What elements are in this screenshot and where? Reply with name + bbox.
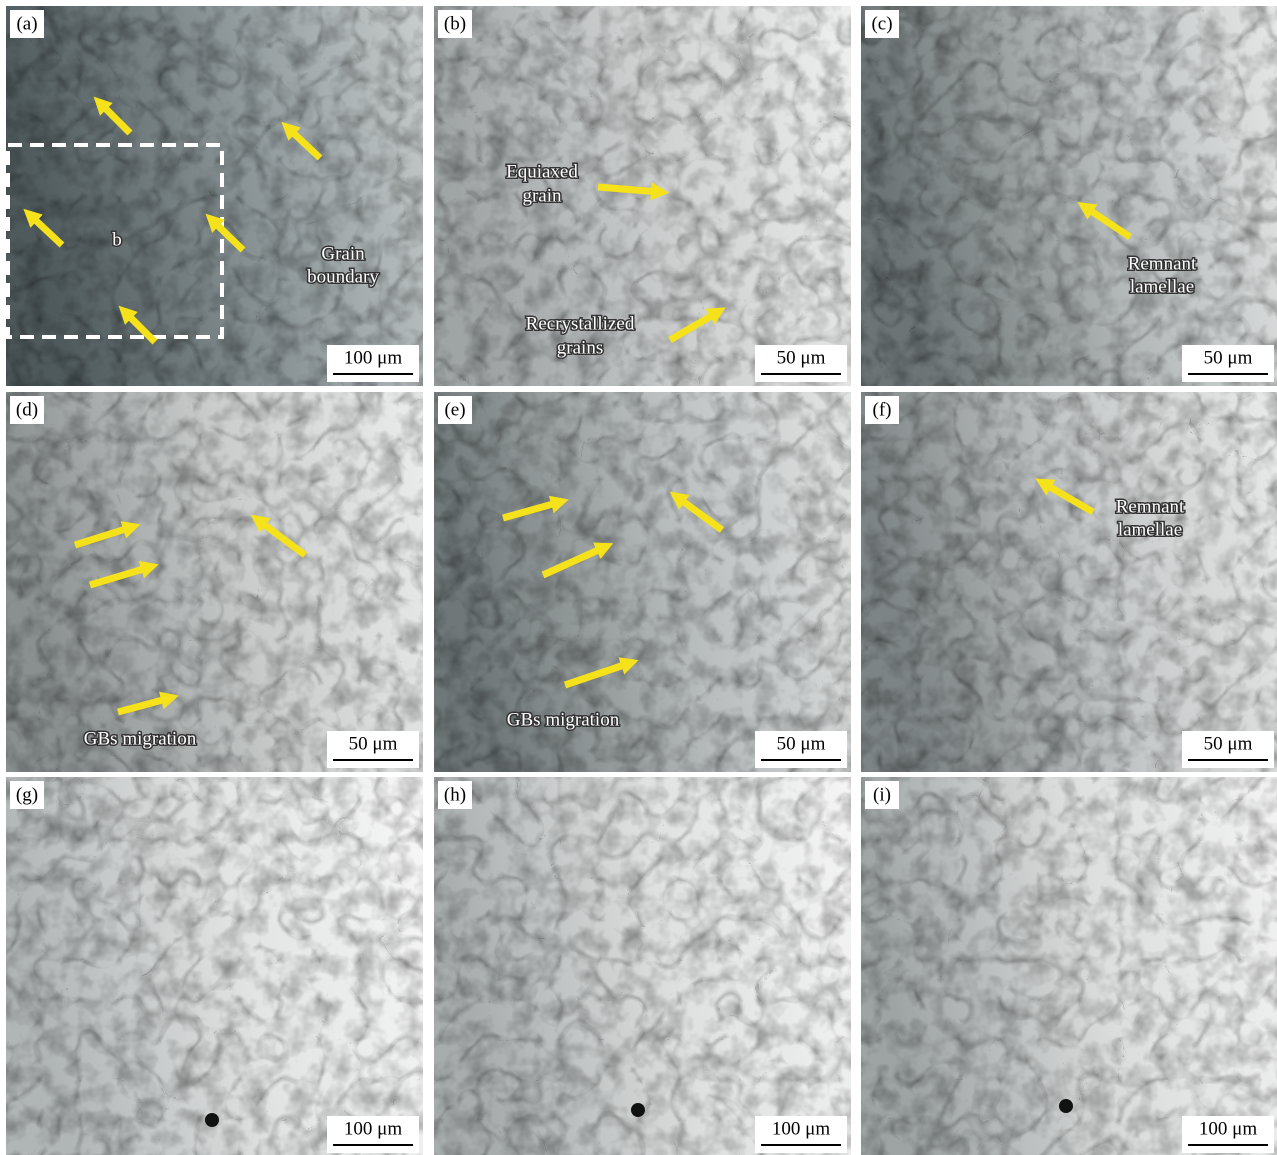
micrograph-grain-network: [861, 6, 1277, 386]
panel-label: (i): [873, 784, 891, 805]
panel-label: (h): [444, 784, 466, 805]
annotation: lamellae: [1118, 519, 1182, 540]
annotation: grain: [522, 185, 562, 206]
micrograph-panel: (g) 100 μm: [6, 777, 423, 1155]
annotation: b: [112, 229, 122, 250]
micrograph-panel: (h) 100 μm: [434, 777, 851, 1155]
panel-label: (c): [871, 13, 892, 34]
arrow: [598, 187, 660, 192]
scale-bar-label: 50 μm: [777, 347, 826, 368]
panel-label: (d): [16, 399, 38, 420]
annotation: Remnant: [1116, 496, 1185, 517]
scale-bar-label: 100 μm: [1199, 1118, 1257, 1139]
panel-label: (f): [873, 399, 892, 420]
pore: [1059, 1099, 1073, 1113]
scale-bar-label: 50 μm: [1204, 347, 1253, 368]
figure: b Grainboundary (a) 100 μm Equiaxed grain Recr…: [0, 0, 1277, 1155]
annotation: boundary: [307, 266, 379, 287]
panel-label: (e): [444, 399, 465, 420]
scale-bar-label: 50 μm: [777, 733, 826, 754]
annotation: GBs migration: [84, 728, 197, 749]
scale-bar-label: 50 μm: [1204, 733, 1253, 754]
micrograph-grain-network: [434, 777, 851, 1155]
annotation: Recrystallized: [526, 313, 635, 334]
panel-label: (g): [16, 784, 38, 805]
micrograph-grain-network: [6, 777, 423, 1155]
scale-bar-label: 100 μm: [344, 347, 402, 368]
micrograph-grain-network: [861, 392, 1277, 772]
micrograph-panel: GBs migration (e) 50 μm: [434, 392, 851, 772]
panel-label: (a): [16, 13, 37, 34]
micrograph-grain-network: [6, 392, 423, 772]
scale-bar-label: 50 μm: [349, 733, 398, 754]
micrograph-grain-network: [434, 6, 851, 386]
scale-bar-label: 100 μm: [772, 1118, 830, 1139]
pore: [631, 1103, 645, 1117]
micrograph-grain-network: [434, 392, 851, 772]
annotation: grains: [557, 337, 603, 358]
pore: [205, 1113, 219, 1127]
micrograph-panel: Equiaxed grain Recrystallized grains (b) 50 μ…: [434, 6, 851, 386]
micrograph-panel: (i) 100 μm: [861, 777, 1277, 1155]
annotation: GBs migration: [507, 709, 620, 730]
micrograph-grain-network: [6, 6, 423, 386]
page: b Grainboundary (a) 100 μm Equiaxed grain Recr…: [0, 0, 1277, 1155]
scale-bar-label: 100 μm: [344, 1118, 402, 1139]
annotation: Equiaxed: [506, 161, 578, 182]
panel-label: (b): [444, 13, 466, 34]
micrograph-grain-network: [861, 777, 1277, 1155]
annotation: lamellae: [1130, 276, 1194, 297]
annotation: Grain: [321, 243, 365, 264]
annotation: Remnant: [1128, 253, 1197, 274]
micrograph-panel: GBs migration (d) 50 μm: [6, 392, 423, 772]
